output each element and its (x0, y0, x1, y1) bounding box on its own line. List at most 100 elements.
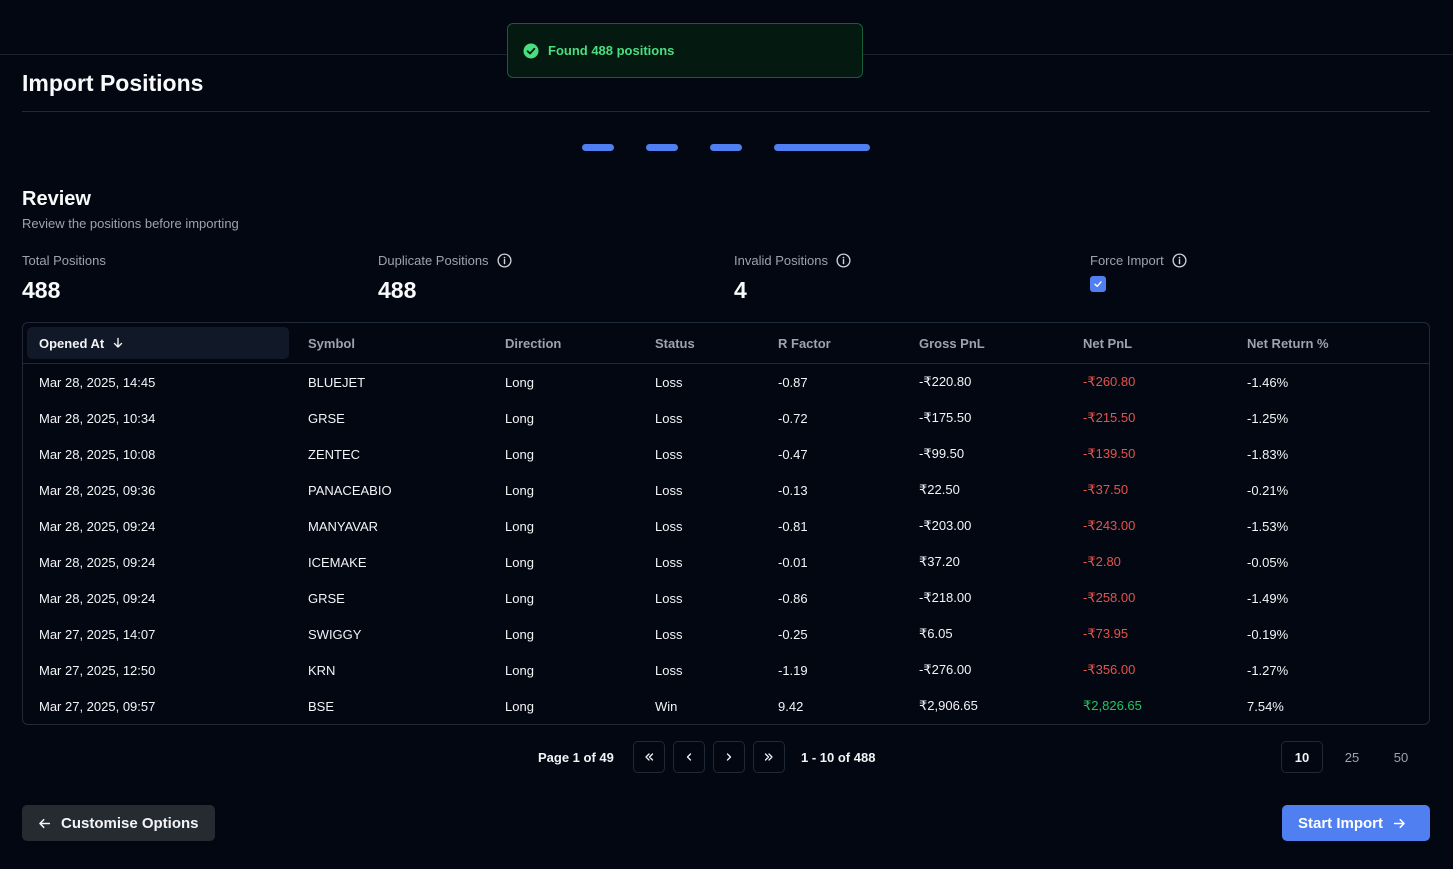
cell-status: Loss (655, 590, 683, 606)
cell-net-pnl: -₹215.50 (1083, 410, 1136, 425)
table-row: Mar 28, 2025, 09:24 MANYAVAR Long Loss -0.81… (23, 508, 1429, 544)
page-size-25[interactable]: 25 (1344, 749, 1360, 765)
cell-direction: Long (505, 554, 534, 570)
cell-net-return: -0.05% (1247, 554, 1289, 570)
customise-options-button[interactable]: Customise Options (22, 805, 215, 841)
cell-net-return: -1.27% (1247, 662, 1289, 678)
prev-page-button[interactable] (673, 741, 705, 773)
cell-r-factor: -0.86 (778, 590, 808, 606)
stat-invalid-label: Invalid Positions (734, 252, 828, 268)
table-row: Mar 27, 2025, 09:57 BSE Long Win 9.42 ₹2,906.… (23, 688, 1429, 724)
step-3 (710, 144, 742, 151)
arrow-right-icon (1393, 817, 1406, 830)
table-row: Mar 27, 2025, 14:07 SWIGGY Long Loss -0.25 ₹6… (23, 616, 1429, 652)
force-import-checkbox[interactable] (1090, 276, 1106, 292)
start-import-label: Start Import (1298, 814, 1384, 832)
cell-direction: Long (505, 662, 534, 678)
cell-status: Loss (655, 662, 683, 678)
cell-symbol: ICEMAKE (308, 554, 367, 570)
cell-direction: Long (505, 374, 534, 390)
cell-direction: Long (505, 482, 534, 498)
cell-direction: Long (505, 446, 534, 462)
cell-status: Loss (655, 554, 683, 570)
next-page-button[interactable] (713, 741, 745, 773)
page-size-10[interactable]: 10 (1281, 741, 1323, 773)
review-title: Review (22, 188, 91, 210)
cell-gross-pnl: -₹203.00 (919, 518, 972, 533)
column-header-symbol[interactable]: Symbol (308, 336, 355, 351)
cell-opened-at: Mar 27, 2025, 12:50 (39, 662, 156, 678)
range-info: 1 - 10 of 488 (801, 749, 876, 765)
start-import-button[interactable]: Start Import (1282, 805, 1430, 841)
page-size-50[interactable]: 50 (1393, 749, 1409, 765)
cell-symbol: SWIGGY (308, 626, 362, 642)
title-divider (22, 111, 1430, 112)
chevron-right-icon (726, 753, 732, 761)
cell-r-factor: -0.87 (778, 374, 808, 390)
cell-gross-pnl: ₹6.05 (919, 626, 953, 641)
column-label: Opened At (39, 335, 105, 351)
last-page-button[interactable] (753, 741, 785, 773)
cell-net-return: -1.53% (1247, 518, 1289, 534)
column-header-gross-pnl[interactable]: Gross PnL (919, 336, 985, 351)
cell-gross-pnl: -₹175.50 (919, 410, 972, 425)
cell-net-pnl: -₹73.95 (1083, 626, 1129, 641)
pagination: Page 1 of 49 1 - 10 of 488 10 25 50 (0, 741, 1453, 773)
cell-gross-pnl: -₹218.00 (919, 590, 972, 605)
cell-net-pnl: -₹37.50 (1083, 482, 1129, 497)
cell-direction: Long (505, 626, 534, 642)
cell-status: Win (655, 698, 678, 714)
cell-opened-at: Mar 28, 2025, 09:36 (39, 482, 156, 498)
table-row: Mar 28, 2025, 09:24 GRSE Long Loss -0.86 -₹21… (23, 580, 1429, 616)
stat-invalid-value: 4 (734, 277, 747, 303)
cell-net-return: -1.46% (1247, 374, 1289, 390)
cell-gross-pnl: -₹276.00 (919, 662, 972, 677)
arrow-left-icon (38, 817, 51, 830)
table-row: Mar 28, 2025, 09:24 ICEMAKE Long Loss -0.01 ₹… (23, 544, 1429, 580)
column-header-opened-at[interactable]: Opened At (27, 327, 289, 359)
table-row: Mar 28, 2025, 10:08 ZENTEC Long Loss -0.47 -₹… (23, 436, 1429, 472)
cell-net-return: 7.54% (1247, 698, 1284, 714)
first-page-button[interactable] (633, 741, 665, 773)
step-2 (646, 144, 678, 151)
step-1 (582, 144, 614, 151)
column-header-net-pnl[interactable]: Net PnL (1083, 336, 1133, 351)
column-header-r-factor[interactable]: R Factor (778, 336, 831, 351)
cell-gross-pnl: ₹37.20 (919, 554, 960, 569)
info-icon[interactable] (1172, 252, 1187, 268)
cell-net-pnl: -₹260.80 (1083, 374, 1136, 389)
stat-total-value: 488 (22, 277, 61, 303)
cell-r-factor: -0.25 (778, 626, 808, 642)
chevrons-left-icon (645, 753, 654, 761)
info-icon[interactable] (836, 252, 851, 268)
cell-gross-pnl: -₹220.80 (919, 374, 972, 389)
cell-status: Loss (655, 446, 683, 462)
table-row: Mar 28, 2025, 14:45 BLUEJET Long Loss -0.87 -… (23, 364, 1429, 400)
cell-r-factor: -0.47 (778, 446, 808, 462)
check-circle-icon (523, 43, 539, 59)
info-icon[interactable] (497, 252, 512, 268)
table-header: Opened At Symbol Direction Status R Fact… (23, 323, 1429, 364)
table-body: Mar 28, 2025, 14:45 BLUEJET Long Loss -0.87 -… (23, 364, 1429, 724)
cell-symbol: KRN (308, 662, 336, 678)
cell-net-pnl: -₹258.00 (1083, 590, 1136, 605)
cell-direction: Long (505, 410, 534, 426)
cell-r-factor: -0.81 (778, 518, 808, 534)
table-row: Mar 27, 2025, 12:50 KRN Long Loss -1.19 -₹276… (23, 652, 1429, 688)
cell-net-pnl: -₹139.50 (1083, 446, 1136, 461)
column-header-status[interactable]: Status (655, 336, 695, 351)
cell-net-return: -1.49% (1247, 590, 1289, 606)
cell-opened-at: Mar 28, 2025, 09:24 (39, 590, 156, 606)
stat-force-import: Force Import (1090, 252, 1187, 292)
cell-status: Loss (655, 410, 683, 426)
force-import-label: Force Import (1090, 252, 1164, 268)
cell-opened-at: Mar 27, 2025, 09:57 (39, 698, 156, 714)
cell-gross-pnl: ₹2,906.65 (919, 698, 978, 713)
cell-opened-at: Mar 28, 2025, 10:08 (39, 446, 156, 462)
cell-net-return: -1.83% (1247, 446, 1289, 462)
step-4-current (774, 144, 870, 151)
column-header-net-return[interactable]: Net Return % (1247, 336, 1329, 351)
positions-table: Opened At Symbol Direction Status R Fact… (22, 322, 1430, 725)
column-header-direction[interactable]: Direction (505, 336, 562, 351)
cell-opened-at: Mar 28, 2025, 10:34 (39, 410, 156, 426)
